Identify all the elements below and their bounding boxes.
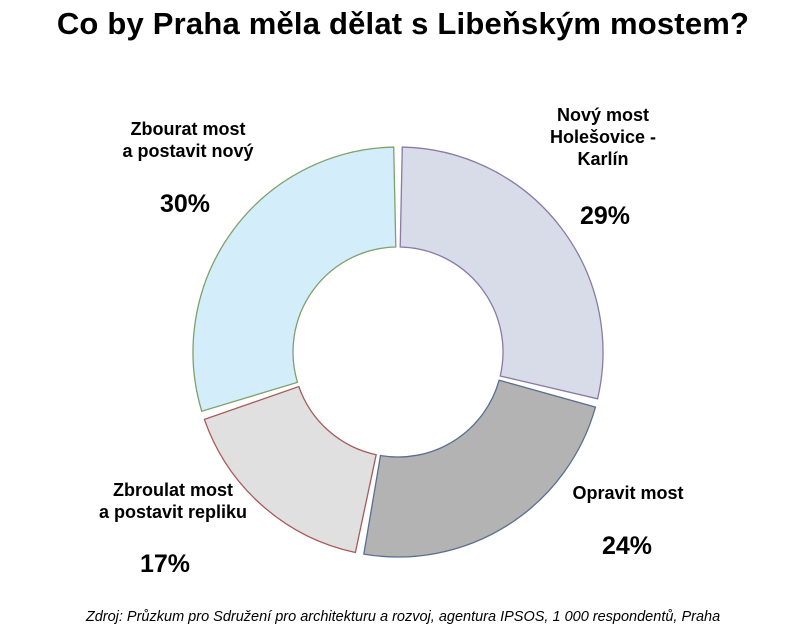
slice-zbourat: [192, 146, 397, 413]
slice-label-zbourat: Zbourat most a postavit nový: [98, 118, 278, 162]
slice-label-line: Nový most: [556, 105, 650, 125]
slice-value-zbourat: 30%: [159, 190, 211, 218]
source-note: Zdroj: Průzkum pro Sdružení pro architek…: [85, 609, 721, 625]
slice-label-line: Zbroulat most: [113, 480, 233, 500]
chart-title: Co by Praha měla dělat s Libeňským moste…: [56, 6, 750, 41]
slice-label-line: Zbourat most: [130, 119, 246, 139]
slice-label-line: Opravit most: [572, 483, 684, 503]
slice-label-line: a postavit nový: [122, 141, 254, 161]
slice-opravit-most: [363, 379, 597, 558]
slice-label-line: a postavit repliku: [98, 502, 248, 522]
slice-novy-most: [399, 146, 604, 400]
slice-value-novy-most: 29%: [579, 202, 631, 230]
slice-label-line: Karlín: [577, 149, 629, 169]
slice-replika: [203, 385, 377, 554]
slice-value-replika: 17%: [139, 550, 191, 578]
slice-label-opravit-most: Opravit most: [548, 482, 708, 504]
slice-label-replika: Zbroulat most a postavit repliku: [78, 479, 268, 523]
slice-value-opravit-most: 24%: [601, 532, 653, 560]
slice-label-line: Holešovice -: [549, 127, 657, 147]
slice-label-novy-most: Nový most Holešovice - Karlín: [528, 104, 678, 170]
